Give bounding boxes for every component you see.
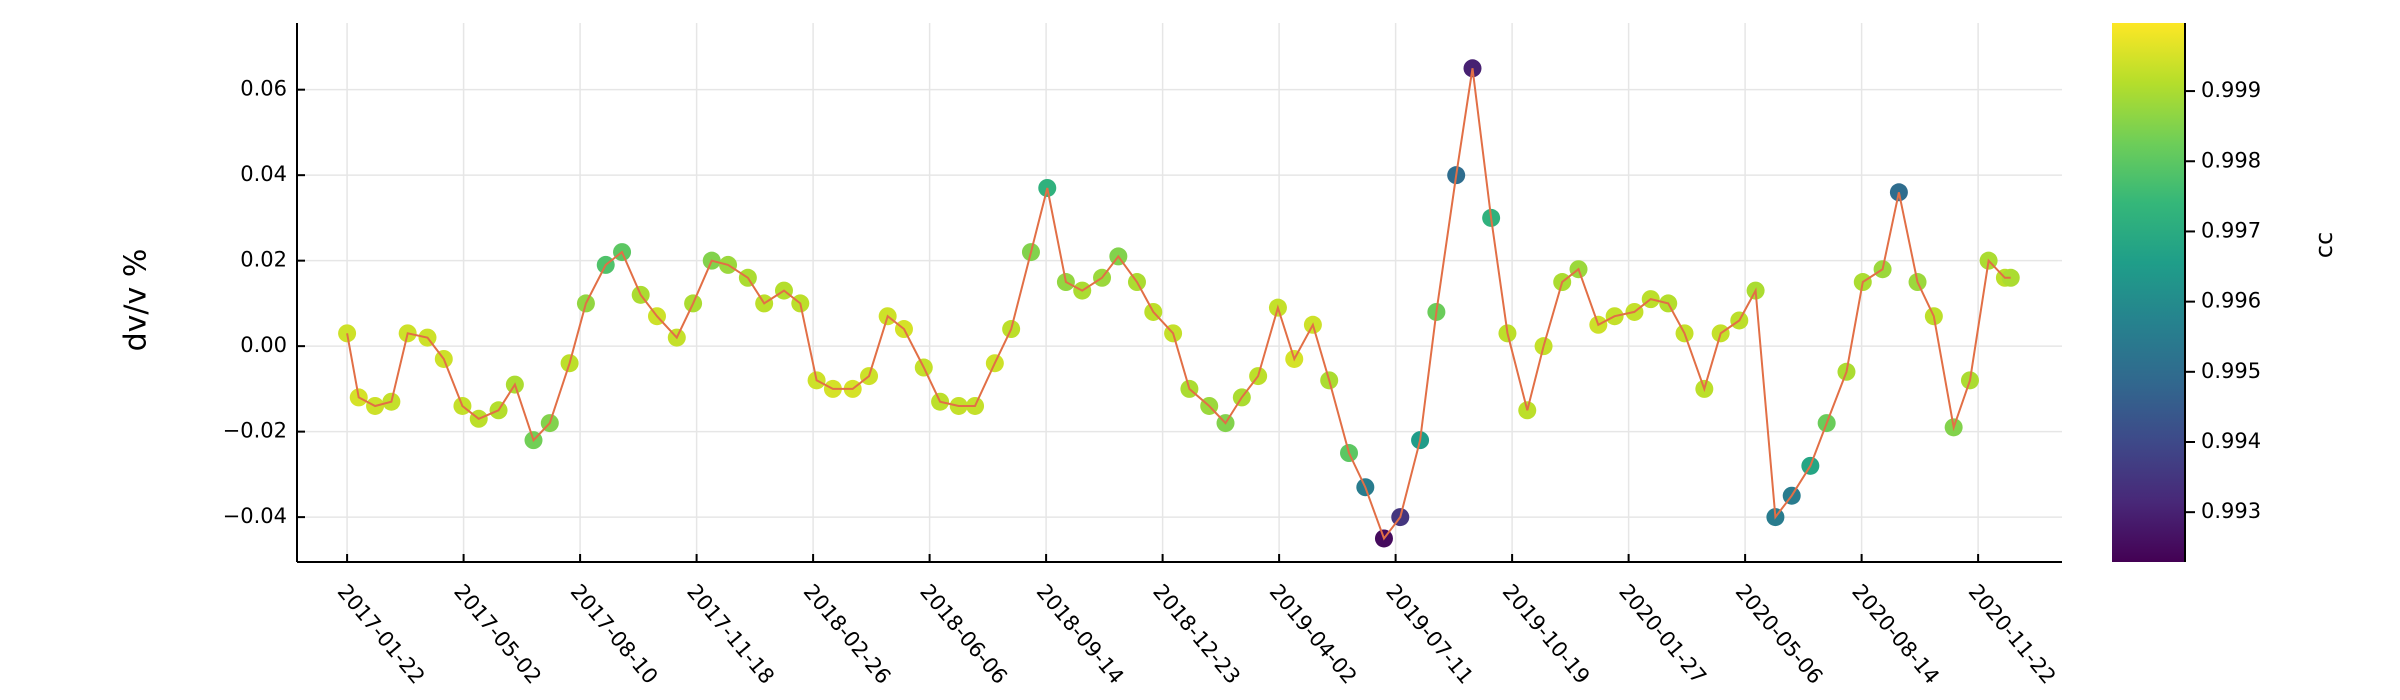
colorbar-tick-label: 0.993 <box>2201 499 2261 523</box>
x-tick-label: 2020-05-06 <box>1731 580 1828 689</box>
x-tick-label: 2018-02-26 <box>799 580 896 689</box>
colorbar-label: cc <box>2310 232 2338 258</box>
x-tick-label: 2018-06-06 <box>915 580 1012 689</box>
colorbar <box>2112 23 2185 562</box>
x-tick-label: 2018-09-14 <box>1032 580 1129 689</box>
y-tick-label: −0.04 <box>223 504 287 528</box>
y-axis-label: dv/v % <box>119 249 154 352</box>
colorbar-tick-label: 0.998 <box>2201 148 2261 172</box>
x-tick-label: 2017-01-22 <box>333 580 430 689</box>
colorbar-tick-label: 0.996 <box>2201 289 2261 313</box>
y-tick-label: 0.02 <box>240 248 287 272</box>
y-tick-label: −0.02 <box>223 419 287 443</box>
markers <box>338 59 2020 548</box>
x-tick-label: 2019-07-11 <box>1381 580 1478 689</box>
x-tick-label: 2017-11-18 <box>682 580 779 689</box>
x-tick-label: 2019-10-19 <box>1498 580 1595 689</box>
x-tick-label: 2017-08-10 <box>566 580 663 689</box>
colorbar-tick-label: 0.997 <box>2201 218 2261 242</box>
y-tick-label: 0.06 <box>240 77 287 101</box>
x-tick-label: 2020-11-22 <box>1964 580 2061 689</box>
x-tick-label: 2017-05-02 <box>449 580 546 689</box>
y-tick-label: 0.04 <box>240 162 287 186</box>
x-tick-label: 2018-12-23 <box>1148 580 1245 689</box>
y-tick-label: 0.00 <box>240 333 287 357</box>
line <box>346 68 2011 541</box>
colorbar-tick-label: 0.994 <box>2201 429 2261 453</box>
x-tick-label: 2020-08-14 <box>1847 580 1944 689</box>
x-tick-label: 2019-04-02 <box>1265 580 1362 689</box>
x-tick-label: 2020-01-27 <box>1614 580 1711 689</box>
colorbar-tick-label: 0.999 <box>2201 78 2261 102</box>
point <box>2001 268 2020 287</box>
colorbar-tick-label: 0.995 <box>2201 359 2261 383</box>
